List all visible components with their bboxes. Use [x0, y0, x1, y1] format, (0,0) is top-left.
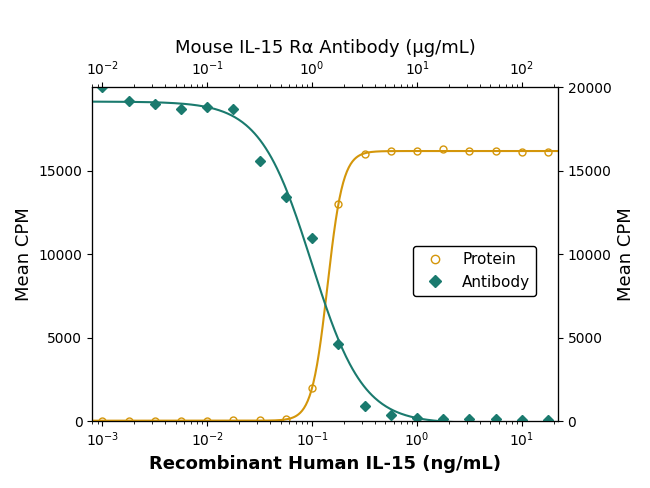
X-axis label: Mouse IL-15 Rα Antibody (μg/mL): Mouse IL-15 Rα Antibody (μg/mL)	[175, 40, 475, 58]
X-axis label: Recombinant Human IL-15 (ng/mL): Recombinant Human IL-15 (ng/mL)	[149, 455, 501, 473]
Legend: Protein, Antibody: Protein, Antibody	[413, 246, 536, 296]
Y-axis label: Mean CPM: Mean CPM	[617, 207, 635, 301]
Y-axis label: Mean CPM: Mean CPM	[15, 207, 33, 301]
